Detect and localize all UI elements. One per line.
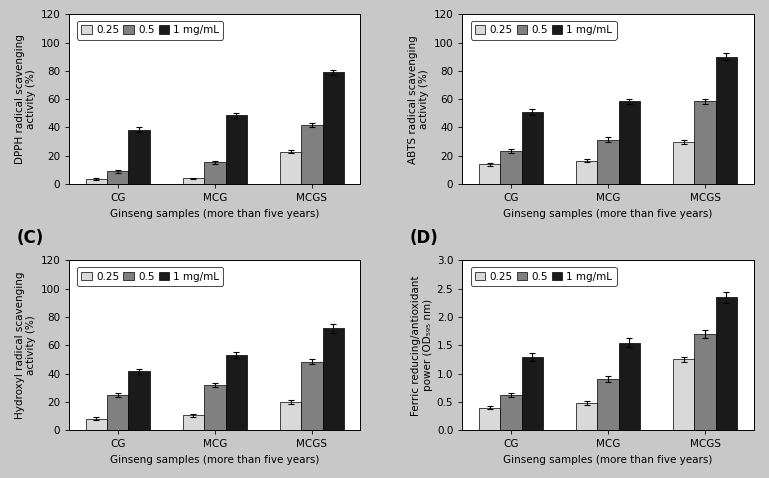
Bar (521, 357, 543, 430)
Bar (598, 379, 619, 430)
Y-axis label: Hydroxyl radical scavenging
activity (%): Hydroxyl radical scavenging activity (%) (15, 272, 36, 419)
Bar (225, 355, 247, 430)
X-axis label: Ginseng samples (more than five years): Ginseng samples (more than five years) (110, 455, 319, 465)
Bar (619, 343, 640, 430)
Legend: 0.25, 0.5, 1 mg/mL: 0.25, 0.5, 1 mg/mL (471, 267, 617, 286)
Bar (479, 408, 501, 430)
Bar (107, 395, 128, 430)
Bar (128, 130, 150, 184)
Text: (B): (B) (410, 0, 438, 1)
Legend: 0.25, 0.5, 1 mg/mL: 0.25, 0.5, 1 mg/mL (78, 21, 223, 40)
X-axis label: Ginseng samples (more than five years): Ginseng samples (more than five years) (504, 455, 713, 465)
X-axis label: Ginseng samples (more than five years): Ginseng samples (more than five years) (504, 209, 713, 218)
Legend: 0.25, 0.5, 1 mg/mL: 0.25, 0.5, 1 mg/mL (78, 267, 223, 286)
Bar (280, 402, 301, 430)
Bar (716, 297, 737, 430)
Bar (673, 142, 694, 184)
Bar (322, 328, 344, 430)
Bar (479, 164, 501, 184)
Bar (204, 162, 225, 184)
Bar (280, 152, 301, 184)
Bar (501, 395, 521, 430)
Bar (107, 171, 128, 184)
Y-axis label: DPPH radical scavenging
activity (%): DPPH radical scavenging activity (%) (15, 34, 36, 164)
Bar (576, 403, 598, 430)
Bar (183, 178, 204, 184)
Bar (128, 371, 150, 430)
X-axis label: Ginseng samples (more than five years): Ginseng samples (more than five years) (110, 209, 319, 218)
Bar (694, 101, 716, 184)
Text: (D): (D) (410, 229, 438, 247)
Y-axis label: ABTS radical scavenging
activity (%): ABTS radical scavenging activity (%) (408, 35, 429, 163)
Bar (322, 72, 344, 184)
Text: (A): (A) (17, 0, 45, 1)
Y-axis label: Ferric reducing/antioxidant
power (OD₅₉₅ nm): Ferric reducing/antioxidant power (OD₅₉₅… (411, 275, 432, 415)
Bar (694, 334, 716, 430)
Bar (301, 125, 322, 184)
Text: (C): (C) (17, 229, 44, 247)
Bar (673, 359, 694, 430)
Legend: 0.25, 0.5, 1 mg/mL: 0.25, 0.5, 1 mg/mL (471, 21, 617, 40)
Bar (716, 57, 737, 184)
Bar (598, 140, 619, 184)
Bar (619, 101, 640, 184)
Bar (501, 151, 521, 184)
Bar (183, 415, 204, 430)
Bar (85, 419, 107, 430)
Bar (301, 361, 322, 430)
Bar (85, 179, 107, 184)
Bar (521, 112, 543, 184)
Bar (576, 161, 598, 184)
Bar (225, 116, 247, 184)
Bar (204, 385, 225, 430)
